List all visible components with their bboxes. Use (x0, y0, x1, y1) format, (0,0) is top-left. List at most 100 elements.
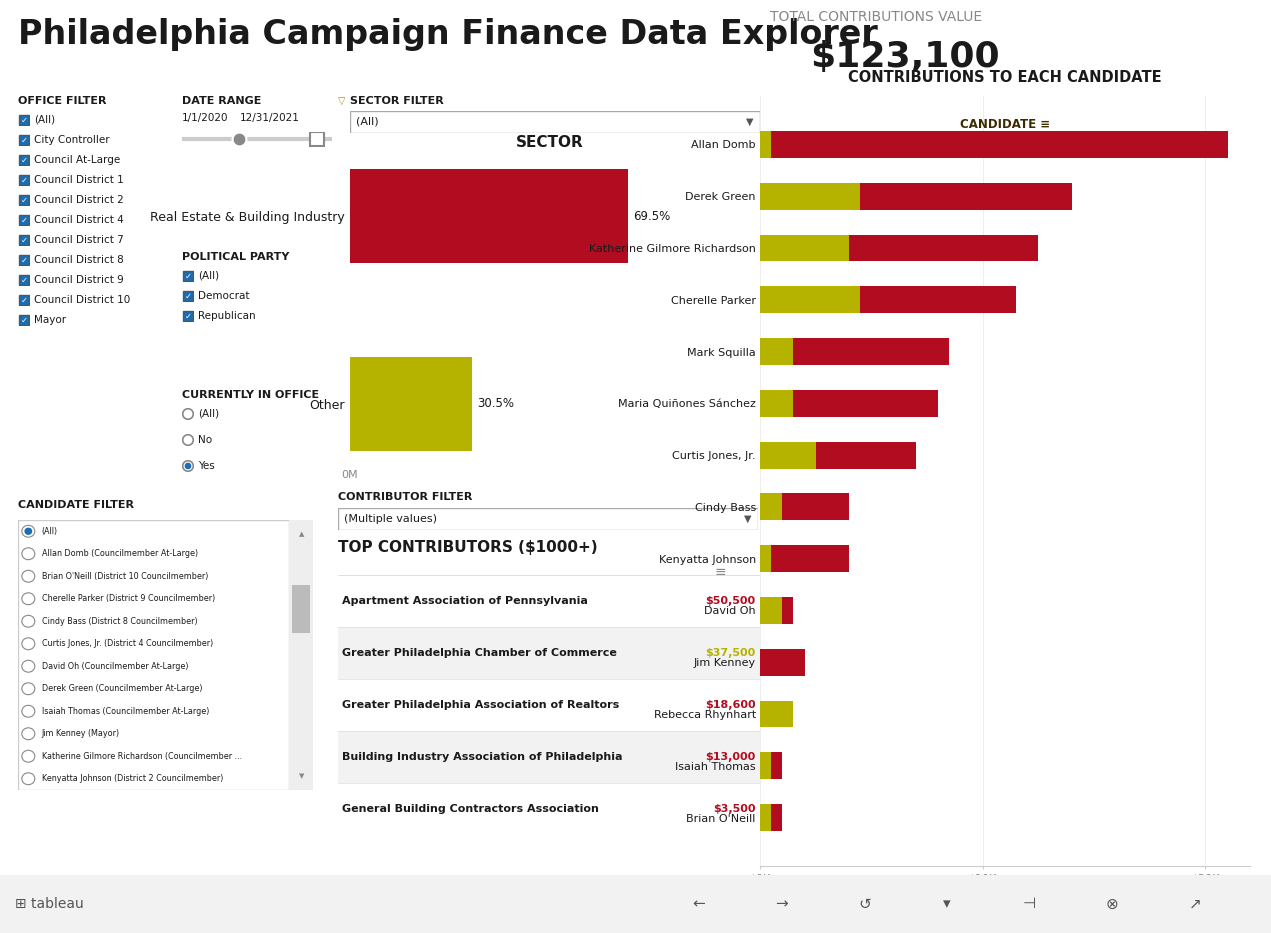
Text: Yes: Yes (198, 461, 215, 471)
Bar (760, 648, 805, 675)
Text: $50,500: $50,500 (705, 596, 756, 606)
Bar (350, 357, 472, 451)
Bar (771, 131, 1228, 158)
Bar (338, 783, 760, 835)
Text: ✓: ✓ (20, 116, 28, 124)
Text: Katherine Gilmore Richardson (Councilmember ...: Katherine Gilmore Richardson (Councilmem… (42, 752, 241, 760)
Bar (760, 597, 782, 624)
Bar (793, 338, 949, 365)
Text: Council District 10: Council District 10 (34, 295, 130, 305)
Circle shape (25, 528, 32, 535)
Text: TOP CONTRIBUTORS ($1000+): TOP CONTRIBUTORS ($1000+) (338, 540, 597, 555)
Bar (771, 752, 782, 779)
Text: ⊞ tableau: ⊞ tableau (15, 897, 84, 911)
Text: DATE RANGE: DATE RANGE (182, 96, 262, 106)
Text: TOTAL CONTRIBUTIONS VALUE: TOTAL CONTRIBUTIONS VALUE (770, 10, 982, 24)
Text: ▽: ▽ (338, 96, 346, 106)
Bar (793, 390, 938, 417)
Text: Kenyatta Johnson (District 2 Councilmember): Kenyatta Johnson (District 2 Councilmemb… (42, 774, 222, 783)
Text: ⊣: ⊣ (1023, 897, 1036, 912)
Circle shape (186, 464, 191, 468)
Text: 1/1/2020: 1/1/2020 (182, 113, 229, 123)
Text: (All): (All) (198, 409, 219, 419)
Text: ✓: ✓ (20, 235, 28, 244)
Circle shape (22, 638, 34, 649)
Text: Derek Green (Councilmember At-Large): Derek Green (Councilmember At-Large) (42, 684, 202, 693)
Bar (760, 390, 793, 417)
Text: ✓: ✓ (20, 156, 28, 164)
Text: $123,100: $123,100 (810, 40, 999, 74)
Text: Republican: Republican (198, 311, 255, 321)
Text: (All): (All) (42, 527, 57, 536)
Text: ↺: ↺ (858, 897, 871, 912)
Bar (760, 183, 860, 210)
Text: Cindy Bass (District 8 Councilmember): Cindy Bass (District 8 Councilmember) (42, 617, 197, 626)
Text: CANDIDATE FILTER: CANDIDATE FILTER (18, 500, 133, 510)
Bar (771, 804, 782, 831)
Circle shape (22, 750, 34, 762)
Text: Council District 2: Council District 2 (34, 195, 123, 205)
Circle shape (22, 615, 34, 627)
Text: Apartment Association of Pennsylvania: Apartment Association of Pennsylvania (342, 596, 588, 606)
Bar (350, 169, 628, 263)
Text: ✓: ✓ (20, 135, 28, 145)
Text: ✓: ✓ (20, 256, 28, 264)
Text: Democrat: Democrat (198, 291, 249, 301)
Bar (760, 494, 782, 521)
Bar (760, 545, 771, 572)
Text: Council District 7: Council District 7 (34, 235, 123, 245)
Text: →: → (775, 897, 788, 912)
Circle shape (22, 728, 34, 740)
Text: $37,500: $37,500 (705, 648, 756, 658)
Text: POLITICAL PARTY: POLITICAL PARTY (182, 252, 290, 262)
Text: Greater Philadelphia Association of Realtors: Greater Philadelphia Association of Real… (342, 700, 619, 710)
Text: ≡: ≡ (714, 565, 726, 579)
Text: Mayor: Mayor (34, 315, 66, 325)
Text: No: No (198, 435, 212, 445)
Text: CURRENTLY IN OFFICE: CURRENTLY IN OFFICE (182, 390, 319, 400)
Circle shape (22, 592, 34, 605)
Text: ✓: ✓ (20, 296, 28, 304)
Text: General Building Contractors Association: General Building Contractors Association (342, 804, 599, 814)
Text: ▼: ▼ (746, 117, 754, 127)
Text: ▾: ▾ (943, 897, 951, 912)
Bar (860, 183, 1071, 210)
Text: City Controller: City Controller (34, 135, 109, 145)
Text: ▼: ▼ (745, 514, 751, 524)
Circle shape (22, 705, 34, 717)
Bar (290, 520, 313, 790)
Text: Greater Philadelphia Chamber of Commerce: Greater Philadelphia Chamber of Commerce (342, 648, 618, 658)
Text: ▲: ▲ (299, 531, 304, 536)
Bar (760, 701, 793, 728)
Text: ✓: ✓ (20, 196, 28, 204)
Bar (782, 597, 793, 624)
Text: David Oh (Councilmember At-Large): David Oh (Councilmember At-Large) (42, 661, 188, 671)
Bar (816, 441, 916, 468)
Text: Curtis Jones, Jr. (District 4 Councilmember): Curtis Jones, Jr. (District 4 Councilmem… (42, 639, 212, 648)
Text: Council District 9: Council District 9 (34, 275, 123, 285)
Text: Cherelle Parker (District 9 Councilmember): Cherelle Parker (District 9 Councilmembe… (42, 594, 215, 604)
Text: Isaiah Thomas (Councilmember At-Large): Isaiah Thomas (Councilmember At-Large) (42, 707, 208, 716)
Text: ✓: ✓ (20, 175, 28, 185)
Text: Council District 8: Council District 8 (34, 255, 123, 265)
Bar (338, 575, 760, 627)
Title: SECTOR: SECTOR (516, 134, 583, 149)
Text: ✓: ✓ (184, 272, 192, 281)
Bar (338, 731, 760, 783)
Bar (782, 494, 849, 521)
Bar (849, 234, 1038, 261)
Text: $13,000: $13,000 (705, 752, 756, 762)
Text: CONTRIBUTOR FILTER: CONTRIBUTOR FILTER (338, 492, 473, 502)
Text: (All): (All) (356, 117, 379, 127)
Circle shape (22, 570, 34, 582)
Text: Building Industry Association of Philadelphia: Building Industry Association of Philade… (342, 752, 623, 762)
Circle shape (22, 773, 34, 785)
Text: Allan Domb (Councilmember At-Large): Allan Domb (Councilmember At-Large) (42, 550, 198, 558)
Text: CONTRIBUTIONS TO EACH CANDIDATE: CONTRIBUTIONS TO EACH CANDIDATE (848, 70, 1162, 85)
Text: Brian O'Neill (District 10 Councilmember): Brian O'Neill (District 10 Councilmember… (42, 572, 208, 580)
Text: ✓: ✓ (20, 216, 28, 225)
Circle shape (22, 661, 34, 672)
Text: OFFICE FILTER: OFFICE FILTER (18, 96, 107, 106)
Text: (All): (All) (198, 271, 219, 281)
Bar (760, 234, 849, 261)
